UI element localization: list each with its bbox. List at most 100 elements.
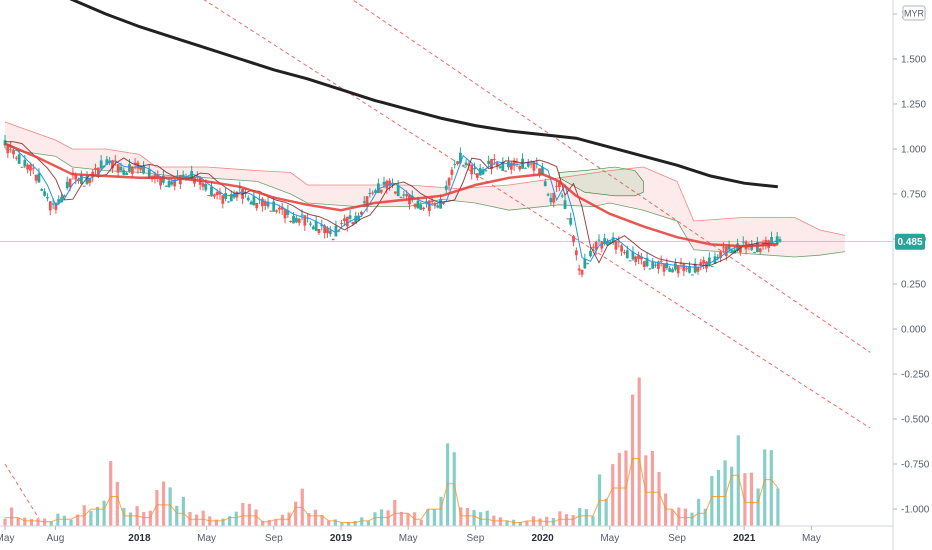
- candle-body: [190, 170, 194, 180]
- moving-average-layer: [0, 0, 893, 248]
- candle-body: [263, 201, 267, 206]
- volume-bar: [465, 508, 470, 526]
- candle-body: [269, 210, 273, 212]
- volume-bar: [597, 474, 602, 526]
- candle-body: [167, 180, 171, 188]
- candle-body: [368, 192, 372, 194]
- candle-body: [433, 203, 437, 206]
- candle-body: [668, 268, 672, 272]
- candle-body: [133, 162, 137, 164]
- y-tick-label: 0.750: [901, 190, 926, 201]
- last-price-tag[interactable]: [895, 233, 925, 250]
- candle-body: [12, 150, 15, 155]
- candle-body: [572, 235, 575, 243]
- currency-badge[interactable]: [902, 5, 926, 21]
- candle-body: [487, 160, 491, 165]
- volume-bar: [254, 509, 258, 526]
- candle-body: [3, 140, 7, 146]
- volume-bar: [769, 450, 773, 526]
- candle-body: [317, 228, 321, 234]
- candle-body: [88, 178, 92, 183]
- trendline-layer[interactable]: [4, 0, 871, 519]
- volume-bar: [406, 513, 410, 526]
- candle-body: [359, 211, 363, 215]
- candle-body: [515, 161, 519, 163]
- candle-body: [221, 195, 225, 204]
- candle-body: [116, 164, 120, 173]
- volume-bar: [320, 515, 324, 526]
- candle-body: [552, 192, 556, 203]
- candle-body: [427, 200, 431, 212]
- volume-bar: [62, 515, 67, 526]
- candle-body: [623, 252, 626, 254]
- volume-bar: [280, 514, 285, 526]
- candle-body: [54, 202, 58, 210]
- candle-body: [422, 207, 426, 210]
- candle-body: [181, 174, 185, 178]
- volume-bar: [578, 507, 582, 526]
- candle-body: [311, 226, 315, 230]
- candle-body: [351, 222, 355, 225]
- candle-body: [589, 250, 592, 257]
- ichimoku-cloud-bullish-fill: [559, 166, 644, 197]
- ichimoku-cloud-layer: [4, 121, 846, 258]
- candle-body: [382, 181, 386, 185]
- candle-body: [495, 162, 499, 167]
- trendline[interactable]: [307, 0, 871, 353]
- trendline[interactable]: [156, 0, 871, 429]
- candle-body: [682, 264, 686, 272]
- candle-body: [512, 160, 516, 166]
- volume-bar: [241, 502, 245, 526]
- trendline[interactable]: [4, 463, 40, 519]
- y-tick-label: 0.250: [901, 280, 926, 291]
- x-tick-label: 2019: [330, 533, 353, 544]
- candle-body: [323, 225, 327, 234]
- candle-body: [65, 181, 69, 189]
- y-tick-label: -0.500: [901, 415, 930, 426]
- candle-body: [492, 158, 496, 160]
- candle-body: [348, 215, 352, 219]
- volume-bar: [564, 514, 569, 526]
- volume-bar: [201, 510, 205, 526]
- x-tick-label: Sep: [265, 533, 283, 544]
- candle-body: [365, 196, 369, 207]
- volume-bar: [459, 507, 463, 526]
- x-tick-label: May: [0, 533, 14, 544]
- volume-bar: [115, 481, 119, 526]
- currency-label: MYR: [904, 9, 925, 19]
- candle-body: [535, 162, 539, 164]
- candle-body: [201, 183, 205, 187]
- candle-body: [662, 263, 666, 272]
- candle-body: [739, 245, 742, 253]
- candle-body: [586, 263, 590, 265]
- candle-body: [642, 261, 646, 267]
- moving-average-50-line: [4, 142, 778, 248]
- candle-body: [631, 251, 635, 260]
- candle-body: [504, 170, 508, 172]
- candle-body: [326, 228, 329, 234]
- candle-body: [385, 180, 389, 189]
- candle-body: [164, 185, 168, 187]
- candle-body: [614, 240, 618, 250]
- candle-body: [334, 225, 338, 237]
- candle-body: [309, 223, 312, 225]
- candle-body: [119, 166, 123, 171]
- candle-body: [507, 161, 510, 168]
- candle-body: [314, 221, 318, 231]
- volume-bar: [16, 517, 20, 526]
- ichimoku-cloud-fill: [5, 122, 845, 257]
- volume-bar: [697, 498, 701, 526]
- volume-bar: [261, 520, 265, 526]
- y-tick-label: -0.750: [901, 460, 930, 471]
- volume-bar: [637, 377, 641, 526]
- tenkan-sen-line: [4, 143, 778, 268]
- volume-bar: [29, 518, 34, 526]
- volume-bar: [294, 501, 298, 526]
- volume-bar: [122, 507, 126, 526]
- x-tick-label: May: [399, 533, 418, 544]
- candle-body: [40, 189, 44, 191]
- y-tick-label: 1.000: [901, 145, 926, 156]
- volume-bar: [69, 519, 73, 526]
